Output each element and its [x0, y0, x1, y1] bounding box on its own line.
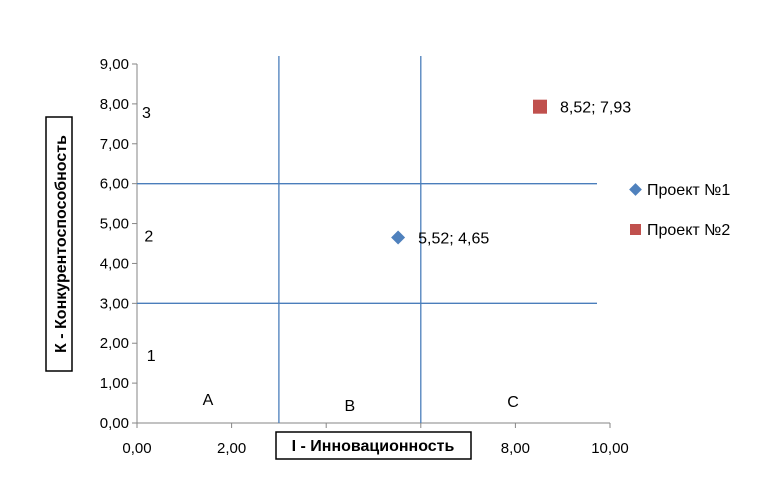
zone-label: A — [203, 392, 214, 409]
data-labels: 5,52; 4,65 8,52; 7,93 — [418, 100, 631, 248]
axes: 0,00 1,00 2,00 3,00 4,00 5,00 6,00 7,00 8,00 9,00… — [100, 56, 629, 457]
y-axis-title: К - Конкурентоспособность — [45, 116, 73, 372]
zone-label: 2 — [144, 229, 153, 246]
legend-label-series-1: Проект №1 — [647, 182, 730, 199]
zone-label: 1 — [147, 348, 156, 365]
data-label-series-2: 8,52; 7,93 — [560, 100, 631, 117]
y-tick-label: 8,00 — [100, 96, 129, 113]
y-tick-label: 0,00 — [100, 415, 129, 432]
data-label-series-1: 5,52; 4,65 — [418, 231, 489, 248]
y-tick-label: 2,00 — [100, 335, 129, 352]
x-axis-title-text: I - Инновационность — [292, 438, 455, 455]
y-tick-label: 3,00 — [100, 295, 129, 312]
y-tick-label: 4,00 — [100, 255, 129, 272]
y-tick-label: 5,00 — [100, 216, 129, 233]
y-tick-label: 7,00 — [100, 136, 129, 153]
y-tick-label: 1,00 — [100, 375, 129, 392]
zone-label: 3 — [142, 105, 151, 122]
data-point-series-2 — [532, 99, 547, 114]
reference-lines — [137, 56, 597, 423]
zone-label: C — [507, 394, 519, 411]
data-point-series-1 — [391, 230, 406, 245]
legend-marker-series-2 — [630, 224, 641, 235]
y-tick-label: 9,00 — [100, 56, 129, 73]
legend-marker-series-1 — [629, 183, 642, 196]
x-tick-label: 10,00 — [591, 440, 629, 457]
x-tick-label: 0,00 — [122, 440, 151, 457]
legend-label-series-2: Проект №2 — [647, 222, 730, 239]
x-tick-label: 8,00 — [501, 440, 530, 457]
legend: Проект №1 Проект №2 — [629, 182, 730, 239]
y-axis-title-text: К - Конкурентоспособность — [53, 135, 70, 353]
data-points — [391, 99, 547, 245]
zone-label: B — [345, 398, 356, 415]
x-axis-title: I - Инновационность — [275, 431, 472, 460]
zone-labels: A B C 1 2 3 — [142, 105, 519, 415]
y-tick-label: 6,00 — [100, 176, 129, 193]
x-tick-label: 2,00 — [217, 440, 246, 457]
